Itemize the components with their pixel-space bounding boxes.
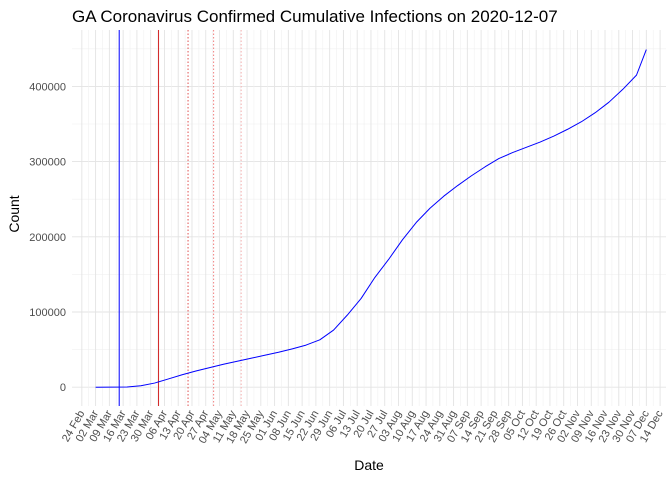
y-axis-ticks: 0 100000 200000 300000 400000	[29, 81, 66, 394]
y-tick-label: 200000	[29, 232, 66, 244]
y-tick-label: 100000	[29, 307, 66, 319]
y-axis-title: Count	[6, 195, 22, 232]
y-tick-label: 400000	[29, 81, 66, 93]
reference-lines	[118, 30, 242, 406]
x-axis-title: Date	[354, 457, 384, 473]
series-layer	[95, 49, 647, 388]
series-line	[95, 49, 647, 388]
grid	[72, 30, 666, 406]
y-tick-label: 300000	[29, 157, 66, 169]
chart-title: GA Coronavirus Confirmed Cumulative Infe…	[72, 7, 558, 26]
y-tick-label: 0	[60, 382, 66, 394]
